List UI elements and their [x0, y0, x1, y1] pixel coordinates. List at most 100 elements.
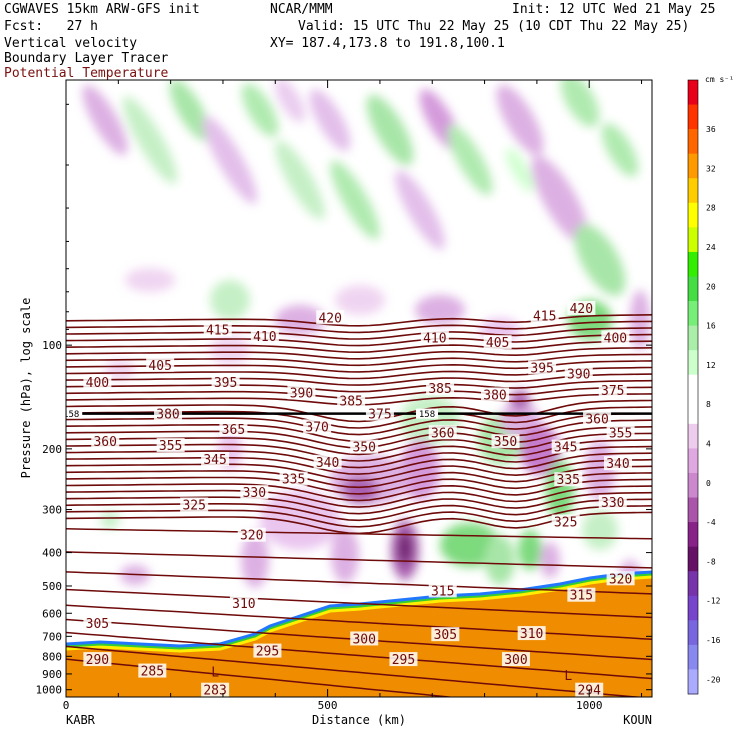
colorbar-label: 4 [706, 439, 711, 448]
theta-label-bg [606, 571, 635, 586]
left-endpoint-label: KABR [66, 713, 96, 727]
theta-label: 395 [530, 361, 553, 376]
colorbar-label: 16 [706, 322, 716, 331]
low-marker: L [564, 669, 572, 684]
theta-label: 415 [206, 323, 229, 338]
colorbar-swatch [688, 325, 698, 351]
colorbar-units: cm s⁻¹ [705, 75, 734, 84]
colorbar-swatch [688, 423, 698, 449]
theta-label-bg [420, 330, 449, 345]
colorbar-swatch [688, 571, 698, 597]
theta-label: 350 [352, 441, 375, 456]
y-tick-label: 500 [42, 580, 62, 593]
theta-label-bg [240, 485, 269, 500]
theta-label: 415 [533, 309, 556, 324]
theta-label-bg [551, 439, 580, 454]
theta-contour [66, 452, 652, 475]
y-tick-label: 800 [42, 650, 62, 663]
colorbar-label: -8 [706, 557, 716, 566]
theta-label-bg [606, 425, 635, 440]
y-tick-label: 200 [42, 443, 62, 456]
center-label: NCAR/MMM [270, 2, 333, 17]
theta-label-bg [350, 631, 379, 646]
colorbar-swatch [688, 620, 698, 646]
theta-contour [66, 645, 645, 697]
colorbar-swatch [688, 153, 698, 179]
theta-label: 283 [203, 684, 226, 699]
theta-label: 370 [305, 420, 328, 435]
colorbar-label: -12 [706, 597, 721, 606]
tropopause-label-bg [66, 408, 83, 419]
theta-label: 385 [428, 382, 451, 397]
theta-label-bg [313, 454, 342, 469]
theta-label: 295 [392, 653, 415, 668]
theta-label: 400 [86, 376, 109, 391]
colorbar-swatch [688, 374, 698, 400]
theta-contour [66, 327, 652, 340]
theta-label-bg [253, 643, 282, 658]
theta-label: 285 [141, 665, 164, 680]
theta-label-bg [138, 663, 167, 678]
low-marker: L [211, 665, 219, 680]
x-tick-label: 1000 [576, 699, 603, 712]
theta-label-bg [219, 421, 248, 436]
theta-contour [66, 588, 652, 619]
theta-label-bg [250, 328, 279, 343]
theta-contour [66, 571, 652, 595]
theta-label: 330 [243, 486, 266, 501]
y-tick-label: 100 [42, 339, 62, 352]
right-endpoint-label: KOUN [623, 713, 652, 727]
theta-label: 300 [504, 653, 527, 668]
theta-label-bg [551, 514, 580, 529]
theta-contour [66, 320, 652, 334]
theta-label: 375 [601, 384, 624, 399]
colorbar-label: 28 [706, 204, 716, 213]
theta-label: 405 [148, 359, 171, 374]
theta-contour [66, 551, 652, 569]
theta-label-bg [601, 330, 630, 345]
colorbar-swatch [688, 178, 698, 204]
theta-label-bg [91, 434, 120, 449]
theta-label: 340 [606, 457, 629, 472]
theta-label: 400 [604, 331, 627, 346]
y-tick-label: 600 [42, 607, 62, 620]
theta-label-bg [428, 583, 457, 598]
theta-label: 305 [86, 617, 109, 632]
y-tick-label: 900 [42, 668, 62, 681]
theta-label-bg [428, 425, 457, 440]
theta-contour [66, 505, 652, 528]
colorbar-swatch [688, 472, 698, 499]
theta-label-bg [316, 310, 345, 325]
colorbar-label: 12 [706, 361, 716, 370]
theta-label-bg [154, 406, 183, 421]
theta-label: 350 [494, 435, 517, 450]
colorbar-label: 0 [706, 479, 711, 488]
theta-label-bg [598, 383, 627, 398]
field-label-vertical-velocity: Vertical velocity [4, 36, 138, 51]
theta-label: 330 [601, 496, 624, 511]
theta-label-bg [583, 411, 612, 426]
colorbar-swatch [688, 350, 698, 376]
theta-label-bg [279, 471, 308, 486]
valid-time: Valid: 15 UTC Thu 22 May 25 (10 CDT Thu … [298, 19, 690, 34]
colorbar-swatch [688, 497, 698, 523]
theta-contour [66, 604, 652, 641]
colorbar-frame [687, 79, 699, 695]
theta-label: 325 [182, 498, 205, 513]
theta-label: 380 [156, 408, 179, 423]
theta-label: 410 [253, 330, 276, 345]
theta-label: 355 [609, 426, 632, 441]
theta-label-bg [365, 406, 394, 421]
x-axis: 0 500 1000 [63, 80, 643, 712]
theta-label: 300 [352, 632, 375, 647]
theta-label-bg [303, 419, 332, 434]
theta-label-bg [431, 627, 460, 642]
theta-label-bg [83, 652, 112, 667]
theta-label-bg [554, 472, 583, 487]
tropopause-label: 158 [419, 410, 435, 420]
theta-label: 365 [222, 423, 245, 438]
theta-contour [66, 528, 652, 540]
init-time: Init: 12 UTC Wed 21 May 25 [512, 2, 716, 17]
colorbar-swatch [688, 276, 698, 302]
colorbar-swatch [688, 595, 698, 621]
